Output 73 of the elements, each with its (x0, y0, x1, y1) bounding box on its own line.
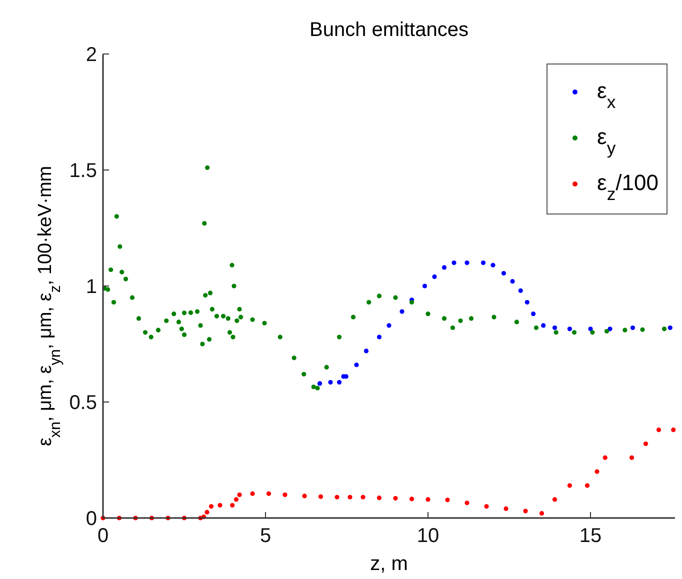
y-tick-label: 1 (86, 276, 97, 298)
point (567, 326, 572, 332)
point (336, 380, 342, 385)
point (364, 348, 369, 354)
legend-label: ε$_{z}$/100 (597, 170, 658, 204)
point (510, 279, 515, 284)
point (608, 326, 612, 332)
point (501, 270, 506, 276)
point (317, 381, 322, 386)
x-tick-label: 10 (416, 525, 440, 547)
point (393, 496, 398, 501)
point (539, 511, 544, 516)
point (531, 312, 536, 316)
point (504, 506, 508, 512)
point (354, 362, 359, 368)
point (541, 323, 546, 328)
x-tick-label: 5 (260, 525, 272, 547)
point (334, 494, 340, 500)
point (490, 262, 496, 268)
legend-label: ε$_{y}$ (597, 124, 616, 158)
point (432, 274, 437, 280)
point (552, 325, 558, 330)
point (376, 334, 382, 340)
point (464, 500, 470, 506)
point (282, 492, 288, 498)
point (302, 494, 307, 498)
point (386, 323, 392, 328)
point (445, 498, 450, 502)
point (629, 455, 634, 460)
point (524, 300, 530, 305)
point (452, 260, 456, 266)
point (602, 455, 608, 460)
point (518, 288, 523, 293)
point (237, 492, 242, 498)
point (630, 325, 636, 330)
point (588, 326, 593, 332)
point (442, 265, 447, 270)
point (480, 260, 486, 266)
x-tick-label: 15 (579, 525, 602, 547)
point (218, 502, 222, 508)
point (422, 284, 428, 288)
x-axis-title: z, m (370, 553, 408, 575)
point (234, 497, 239, 502)
y-tick-label: 2 (86, 44, 97, 66)
point (266, 491, 272, 496)
point (409, 496, 414, 502)
point (400, 309, 404, 314)
point (464, 260, 470, 266)
point (656, 428, 662, 432)
y-tick-label: 1.5 (69, 160, 97, 182)
point (318, 494, 324, 499)
point (230, 502, 235, 508)
legend-label: ε$_{x}$ (597, 78, 616, 112)
point (671, 428, 676, 432)
point (523, 508, 528, 514)
y-tick-label: 0.5 (69, 392, 97, 414)
point (484, 504, 489, 509)
point (348, 494, 352, 500)
chart-title: Bunch emittances (310, 19, 468, 41)
point (643, 441, 648, 446)
y-tick-label: 0 (86, 508, 97, 530)
point (668, 325, 672, 330)
point (328, 380, 333, 385)
point (567, 483, 572, 488)
point (376, 496, 382, 500)
point (584, 483, 590, 488)
point (426, 497, 430, 502)
point (250, 491, 255, 496)
point (594, 469, 600, 474)
point (204, 510, 210, 514)
point (360, 494, 366, 500)
point (552, 497, 558, 502)
point (208, 504, 214, 509)
